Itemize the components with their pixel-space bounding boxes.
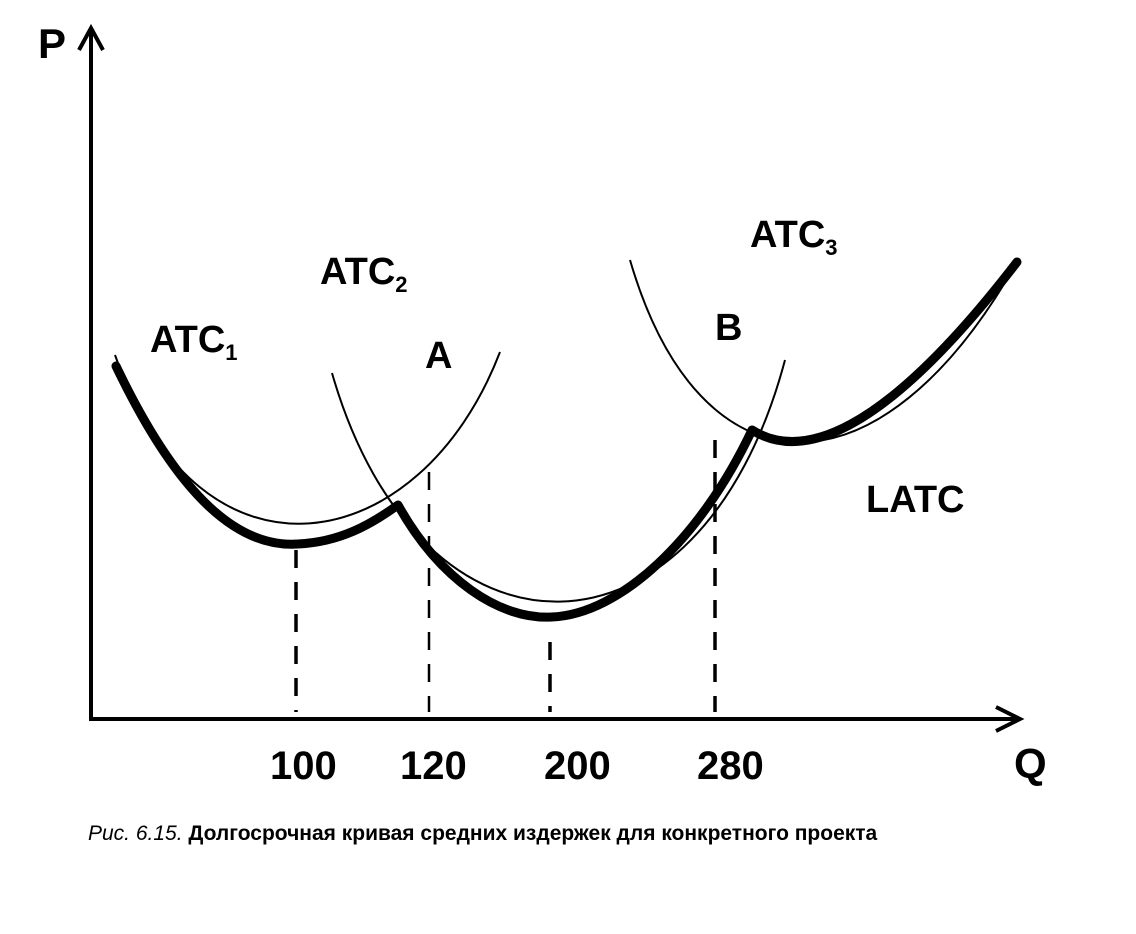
atc1-label: ATC1 <box>150 319 238 365</box>
atc1-curve <box>114 351 501 525</box>
y-axis-label: P <box>38 20 66 67</box>
caption-text: Долгосрочная кривая средних издержек для… <box>188 822 878 845</box>
x-axis-label: Q <box>1014 740 1047 787</box>
caption-number: Рис. 6.15. <box>88 822 183 845</box>
y-axis-arrow <box>77 23 105 51</box>
x-tick-120: 120 <box>400 744 467 788</box>
x-tick-200: 200 <box>544 744 611 788</box>
atc3-label: ATC3 <box>750 214 838 260</box>
x-tick-280: 280 <box>697 744 764 788</box>
atc3-curve <box>629 259 1018 443</box>
atc2-label: ATC2 <box>320 251 408 297</box>
figure-caption: Рис. 6.15. Долгосрочная кривая средних и… <box>88 822 1088 846</box>
point-b-label: B <box>715 307 742 349</box>
latc-label: LATC <box>866 479 965 521</box>
x-axis-arrow <box>995 705 1025 733</box>
x-tick-100: 100 <box>270 744 337 788</box>
latc-curve <box>111 257 1022 622</box>
atc2-curve <box>331 359 786 603</box>
point-a-label: A <box>425 335 452 377</box>
